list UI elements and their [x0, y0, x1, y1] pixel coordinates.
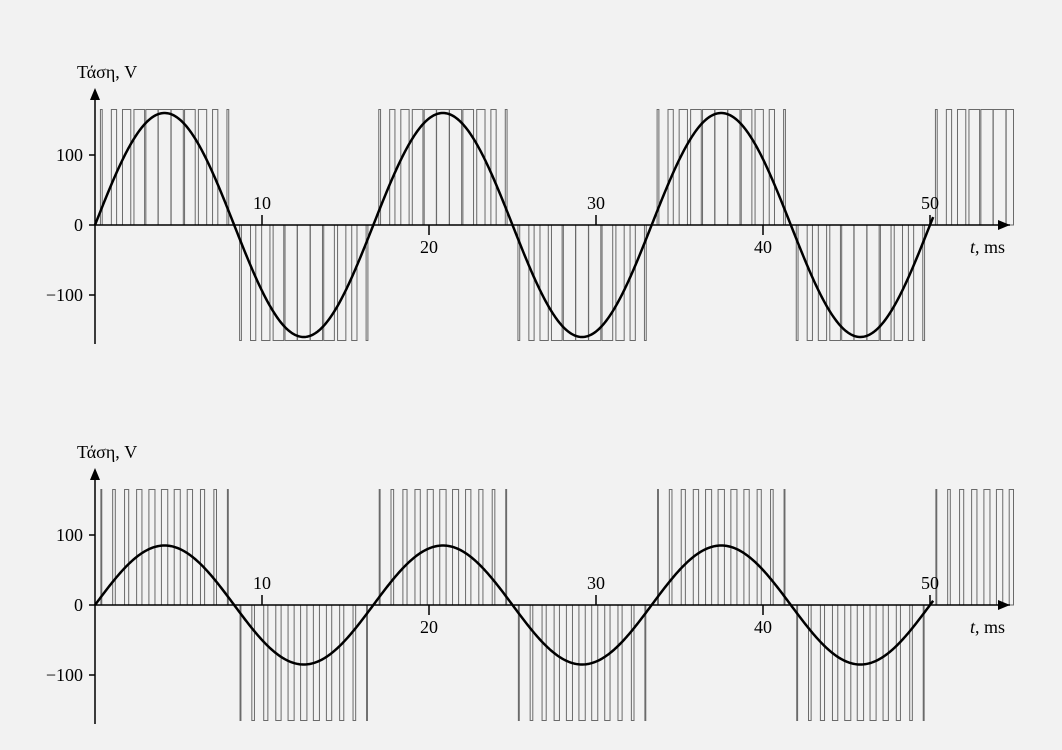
x-tick-label: 40 — [754, 617, 772, 637]
x-tick-label: 10 — [253, 573, 271, 593]
x-axis-label: t, ms — [970, 237, 1005, 257]
y-tick-label: −100 — [46, 285, 83, 305]
y-tick-label: 0 — [74, 595, 83, 615]
x-tick-label: 10 — [253, 193, 271, 213]
x-tick-label: 30 — [587, 573, 605, 593]
x-tick-label: 50 — [921, 193, 939, 213]
axes — [90, 88, 1010, 344]
y-axis-label: Τάση, V — [77, 62, 137, 82]
x-tick-label: 20 — [420, 237, 438, 257]
y-tick-label: 100 — [56, 525, 83, 545]
y-axis-label: Τάση, V — [77, 442, 137, 462]
x-tick-label: 20 — [420, 617, 438, 637]
y-tick-label: 100 — [56, 145, 83, 165]
x-axis-label: t, ms — [970, 617, 1005, 637]
x-tick-label: 30 — [587, 193, 605, 213]
y-tick-label: 0 — [74, 215, 83, 235]
x-tick-label: 40 — [754, 237, 772, 257]
x-tick-label: 50 — [921, 573, 939, 593]
y-tick-label: −100 — [46, 665, 83, 685]
